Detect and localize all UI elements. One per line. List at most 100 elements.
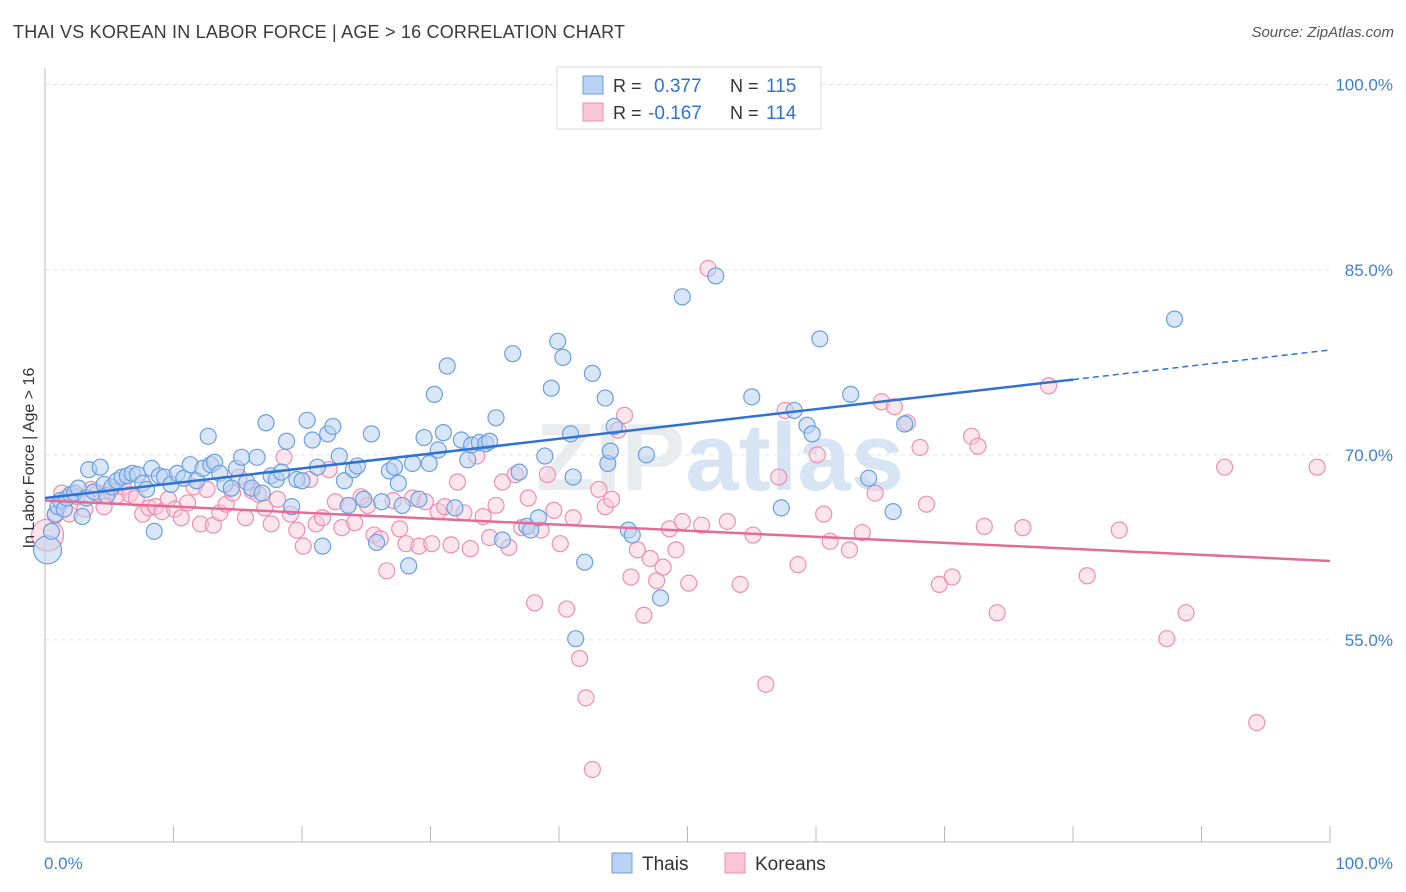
thais-point (1165, 310, 1184, 328)
koreans-point (294, 537, 312, 555)
thais-point (576, 553, 594, 571)
thais-point (367, 533, 386, 552)
koreans-point (410, 537, 428, 555)
thais-point (355, 490, 373, 508)
koreans-point (673, 512, 691, 531)
koreans-point (442, 536, 460, 554)
koreans-point (757, 675, 775, 693)
axes (44, 68, 1331, 843)
thais-point (303, 431, 321, 449)
thais-point (803, 425, 821, 443)
koreans-point (635, 606, 653, 624)
x-tick-label-min: 0.0% (44, 854, 83, 873)
koreans-point (667, 541, 685, 559)
koreans-point (988, 604, 1006, 622)
thais-point (504, 345, 522, 363)
koreans-point (815, 505, 833, 523)
koreans-point (397, 535, 415, 553)
thais-trend-line (44, 378, 1074, 500)
thais-trend-extension (1072, 349, 1331, 381)
koreans-point (808, 446, 826, 464)
trend-lines (44, 349, 1331, 563)
koreans-point (140, 499, 158, 517)
y-tick-label: 55.0% (1345, 631, 1393, 650)
thais-point (772, 499, 790, 517)
koreans-point (930, 575, 948, 593)
thais-point (561, 425, 580, 443)
legend-top: R = 0.377 N = 115 R = -0.167 N = 114 (556, 66, 822, 130)
koreans-point (1158, 630, 1176, 648)
thais-point (510, 463, 528, 481)
thais-point (536, 447, 554, 465)
koreans-point (1039, 377, 1058, 395)
thais-point (410, 490, 428, 508)
thais-point (293, 472, 311, 490)
thais-point (42, 522, 61, 540)
koreans-point (693, 516, 711, 534)
thais-point (743, 388, 761, 406)
thais-n-label: N = (730, 76, 759, 96)
thais-point (842, 385, 860, 403)
koreans-point (821, 532, 839, 550)
koreans-point (641, 549, 659, 568)
thais-point (335, 472, 354, 490)
koreans-point (680, 574, 698, 592)
koreans-points (30, 259, 1326, 779)
thais-point (137, 480, 156, 498)
koreans-point (1308, 458, 1326, 476)
thais-legend-swatch (582, 75, 604, 95)
thais-point (400, 557, 418, 575)
thais-point (601, 442, 620, 460)
gridlines (45, 84, 1330, 641)
koreans-point (622, 568, 640, 586)
thais-points (32, 267, 1184, 648)
koreans-point (461, 540, 479, 558)
koreans-point (570, 649, 589, 668)
thais-point (446, 499, 464, 517)
thais-point (429, 441, 447, 459)
koreans-point (1177, 604, 1195, 622)
koreans-point (538, 465, 557, 484)
koreans-point (236, 509, 255, 527)
thais-point (583, 364, 602, 383)
thais-point (233, 448, 251, 466)
watermark: ZIPatlas (536, 404, 904, 511)
thais-point (73, 507, 91, 526)
thais-point (564, 468, 582, 486)
koreans-point (262, 515, 280, 533)
thais-point (554, 348, 572, 366)
koreans-point (1110, 521, 1128, 539)
koreans-point (378, 562, 396, 580)
y-tick-label: 70.0% (1345, 446, 1393, 465)
legend-bottom: Thais Koreans (611, 852, 826, 875)
koreans-point (268, 490, 287, 508)
koreans-point (551, 535, 569, 553)
koreans-point (172, 509, 190, 527)
koreans-point (731, 575, 749, 593)
y-tick-label: 100.0% (1335, 76, 1393, 95)
koreans-legend-swatch (582, 102, 604, 122)
thais-r-label: R = (613, 76, 642, 96)
koreans-r-value: -0.167 (648, 103, 702, 124)
koreans-r-label: R = (613, 103, 642, 123)
koreans-point (487, 496, 505, 515)
koreans-point (866, 484, 884, 502)
koreans-point (718, 512, 736, 531)
thais-point (425, 385, 443, 403)
thais-n-value: 115 (766, 76, 796, 97)
thais-point (434, 424, 452, 442)
koreans-point (558, 600, 576, 618)
koreans-point (1014, 519, 1032, 537)
koreans-point (654, 558, 672, 576)
koreans-point (840, 541, 859, 559)
thais-point (549, 332, 567, 350)
koreans-point (564, 509, 582, 527)
koreans-point (975, 517, 993, 536)
koreans-point (583, 760, 602, 779)
koreans-point (1216, 458, 1234, 476)
koreans-point (545, 501, 563, 519)
thais-point (248, 448, 266, 466)
koreans-point (391, 520, 409, 538)
thais-point (385, 458, 404, 476)
koreans-point (423, 535, 441, 553)
